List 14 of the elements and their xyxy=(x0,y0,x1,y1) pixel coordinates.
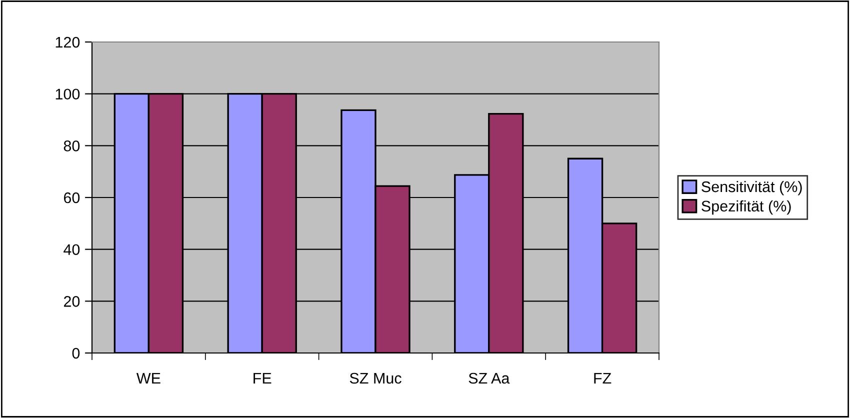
x-tick-label: WE xyxy=(136,373,160,384)
y-tick-label: 80 xyxy=(64,140,80,152)
y-tick-label: 100 xyxy=(56,88,80,100)
x-tick-label: SZ Aa xyxy=(468,372,510,384)
legend-label: Spezifität (%) xyxy=(702,200,791,215)
y-tick-label: 20 xyxy=(64,296,80,307)
y-tick-label: 40 xyxy=(64,244,80,256)
legend-label: Sensitivität (%) xyxy=(702,180,802,196)
x-tick-label: FE xyxy=(254,373,272,384)
x-tick-label: SZ Muc xyxy=(350,372,402,384)
y-tick-label: 0 xyxy=(72,348,80,359)
y-tick-label: 60 xyxy=(64,192,80,204)
y-tick-label: 120 xyxy=(56,36,80,48)
x-tick-label: FZ xyxy=(594,373,612,384)
